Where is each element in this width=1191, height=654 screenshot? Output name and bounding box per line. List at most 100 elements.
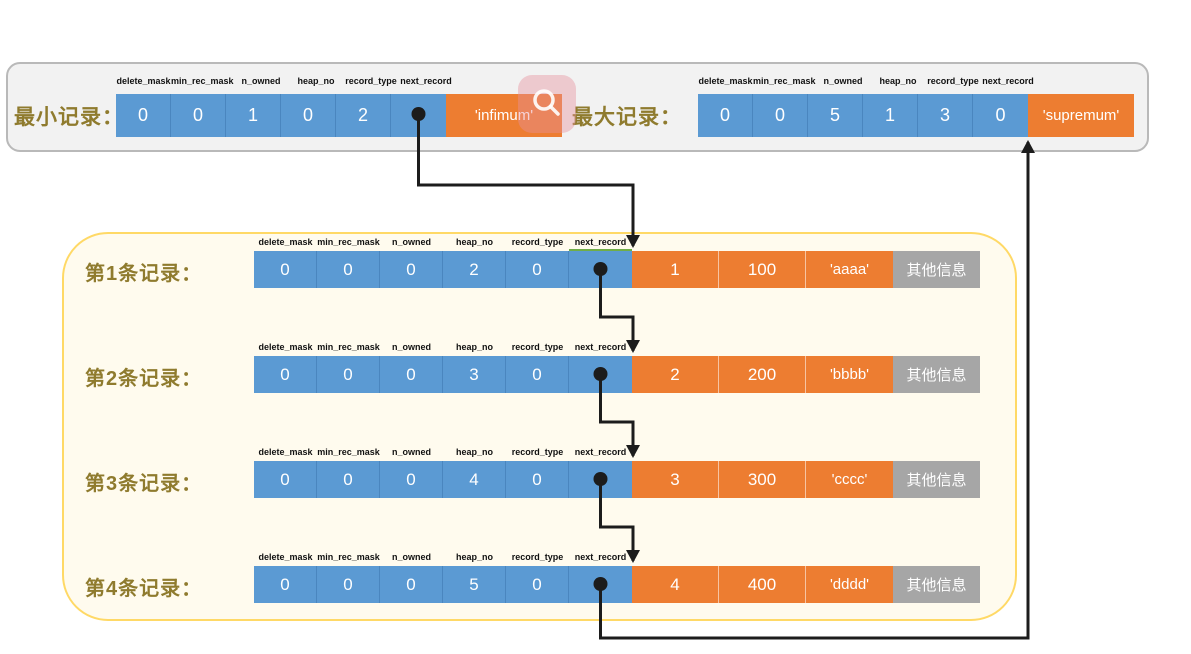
field-label-min-rec-mask: min_rec_mask bbox=[753, 76, 816, 86]
cell-min-rec-mask: 0 bbox=[753, 94, 808, 137]
field-label-next-record: next_record bbox=[574, 552, 627, 562]
search-icon[interactable] bbox=[518, 75, 576, 133]
cell-column-value: 100 bbox=[719, 251, 806, 288]
cell-record-type: 0 bbox=[506, 356, 569, 393]
record-1-field-labels: delete_mask min_rec_mask n_owned heap_no… bbox=[254, 237, 632, 247]
cell-record-type: 0 bbox=[506, 461, 569, 498]
field-label-min-rec-mask: min_rec_mask bbox=[317, 447, 380, 457]
record-2-cells: 0 0 0 3 0 2 200 'bbbb' 其他信息 bbox=[254, 356, 980, 393]
field-label-heap-no: heap_no bbox=[455, 237, 493, 247]
field-label-min-rec-mask: min_rec_mask bbox=[317, 552, 380, 562]
field-label-next-record: next_record bbox=[574, 237, 627, 247]
record-2-label: 第2条记录： bbox=[85, 368, 203, 390]
field-label-n-owned: n_owned bbox=[823, 76, 863, 86]
cell-record-type: 0 bbox=[506, 566, 569, 603]
cell-heap-no: 2 bbox=[443, 251, 506, 288]
cell-record-type: 0 bbox=[506, 251, 569, 288]
field-label-record-type: record_type bbox=[927, 76, 979, 86]
min-record-field-labels: delete_mask min_rec_mask n_owned heap_no… bbox=[116, 76, 454, 86]
cell-next-record-pointer bbox=[391, 94, 446, 137]
record-1-label: 第1条记录： bbox=[85, 263, 203, 285]
cell-n-owned: 0 bbox=[380, 566, 443, 603]
field-label-n-owned: n_owned bbox=[391, 552, 431, 562]
record-3-cells: 0 0 0 4 0 3 300 'cccc' 其他信息 bbox=[254, 461, 980, 498]
cell-other-info: 其他信息 bbox=[893, 356, 980, 393]
cell-other-info: 其他信息 bbox=[893, 566, 980, 603]
record-4-cells: 0 0 0 5 0 4 400 'dddd' 其他信息 bbox=[254, 566, 980, 603]
cell-n-owned: 0 bbox=[380, 461, 443, 498]
field-label-heap-no: heap_no bbox=[879, 76, 917, 86]
field-label-next-record: next_record bbox=[400, 76, 452, 86]
field-label-delete-mask: delete_mask bbox=[698, 76, 753, 86]
cell-n-owned: 0 bbox=[380, 251, 443, 288]
field-label-n-owned: n_owned bbox=[391, 237, 431, 247]
cell-min-rec-mask: 0 bbox=[317, 461, 380, 498]
cell-next-record-pointer bbox=[569, 251, 632, 288]
record-1-cells: 0 0 0 2 0 1 100 'aaaa' 其他信息 bbox=[254, 251, 980, 288]
cell-next-record-pointer: 0 bbox=[973, 94, 1028, 137]
field-label-record-type: record_type bbox=[511, 342, 564, 352]
cell-delete-mask: 0 bbox=[254, 566, 317, 603]
cell-n-owned: 1 bbox=[226, 94, 281, 137]
field-label-delete-mask: delete_mask bbox=[258, 447, 313, 457]
cell-column-value: 300 bbox=[719, 461, 806, 498]
cell-primary-key: 2 bbox=[632, 356, 719, 393]
cell-next-record-pointer bbox=[569, 356, 632, 393]
cell-primary-key: 3 bbox=[632, 461, 719, 498]
cell-other-info: 其他信息 bbox=[893, 251, 980, 288]
cell-heap-no: 5 bbox=[443, 566, 506, 603]
cell-delete-mask: 0 bbox=[254, 356, 317, 393]
cell-record-type: 2 bbox=[336, 94, 391, 137]
cell-string-value: 'cccc' bbox=[806, 461, 893, 498]
cell-delete-mask: 0 bbox=[698, 94, 753, 137]
field-label-next-record: next_record bbox=[982, 76, 1034, 86]
min-record-label: 最小记录： bbox=[14, 106, 124, 129]
cell-min-rec-mask: 0 bbox=[317, 251, 380, 288]
field-label-next-record: next_record bbox=[574, 447, 627, 457]
field-label-delete-mask: delete_mask bbox=[258, 342, 313, 352]
cell-next-record-pointer bbox=[569, 461, 632, 498]
min-record-cells: 0 0 1 0 2 'infimum' bbox=[116, 94, 562, 137]
field-label-record-type: record_type bbox=[345, 76, 397, 86]
max-record-label: 最大记录： bbox=[572, 106, 682, 129]
cell-delete-mask: 0 bbox=[254, 251, 317, 288]
cell-column-value: 400 bbox=[719, 566, 806, 603]
field-label-delete-mask: delete_mask bbox=[116, 76, 171, 86]
field-label-heap-no: heap_no bbox=[297, 76, 335, 86]
record-3-label: 第3条记录： bbox=[85, 473, 203, 495]
field-label-min-rec-mask: min_rec_mask bbox=[171, 76, 234, 86]
cell-n-owned: 0 bbox=[380, 356, 443, 393]
highlight-tick bbox=[569, 249, 632, 251]
cell-n-owned: 5 bbox=[808, 94, 863, 137]
field-label-min-rec-mask: min_rec_mask bbox=[317, 342, 380, 352]
cell-delete-mask: 0 bbox=[116, 94, 171, 137]
field-label-n-owned: n_owned bbox=[241, 76, 281, 86]
cell-primary-key: 1 bbox=[632, 251, 719, 288]
record-4-label: 第4条记录： bbox=[85, 578, 203, 600]
field-label-record-type: record_type bbox=[511, 447, 564, 457]
field-label-heap-no: heap_no bbox=[455, 552, 493, 562]
field-label-n-owned: n_owned bbox=[391, 447, 431, 457]
cell-delete-mask: 0 bbox=[254, 461, 317, 498]
max-record-field-labels: delete_mask min_rec_mask n_owned heap_no… bbox=[698, 76, 1036, 86]
cell-string-value: 'dddd' bbox=[806, 566, 893, 603]
field-label-record-type: record_type bbox=[511, 237, 564, 247]
field-label-record-type: record_type bbox=[511, 552, 564, 562]
field-label-delete-mask: delete_mask bbox=[258, 552, 313, 562]
field-label-heap-no: heap_no bbox=[455, 447, 493, 457]
cell-min-rec-mask: 0 bbox=[317, 566, 380, 603]
cell-heap-no: 0 bbox=[281, 94, 336, 137]
record-2-field-labels: delete_mask min_rec_mask n_owned heap_no… bbox=[254, 342, 632, 352]
user-records-box bbox=[62, 232, 1017, 621]
cell-min-rec-mask: 0 bbox=[171, 94, 226, 137]
cell-heap-no: 3 bbox=[443, 356, 506, 393]
field-label-min-rec-mask: min_rec_mask bbox=[317, 237, 380, 247]
cell-next-record-pointer bbox=[569, 566, 632, 603]
record-4-field-labels: delete_mask min_rec_mask n_owned heap_no… bbox=[254, 552, 632, 562]
supremum-name-cell: 'supremum' bbox=[1028, 94, 1134, 137]
cell-other-info: 其他信息 bbox=[893, 461, 980, 498]
cell-heap-no: 1 bbox=[863, 94, 918, 137]
field-label-heap-no: heap_no bbox=[455, 342, 493, 352]
field-label-delete-mask: delete_mask bbox=[258, 237, 313, 247]
